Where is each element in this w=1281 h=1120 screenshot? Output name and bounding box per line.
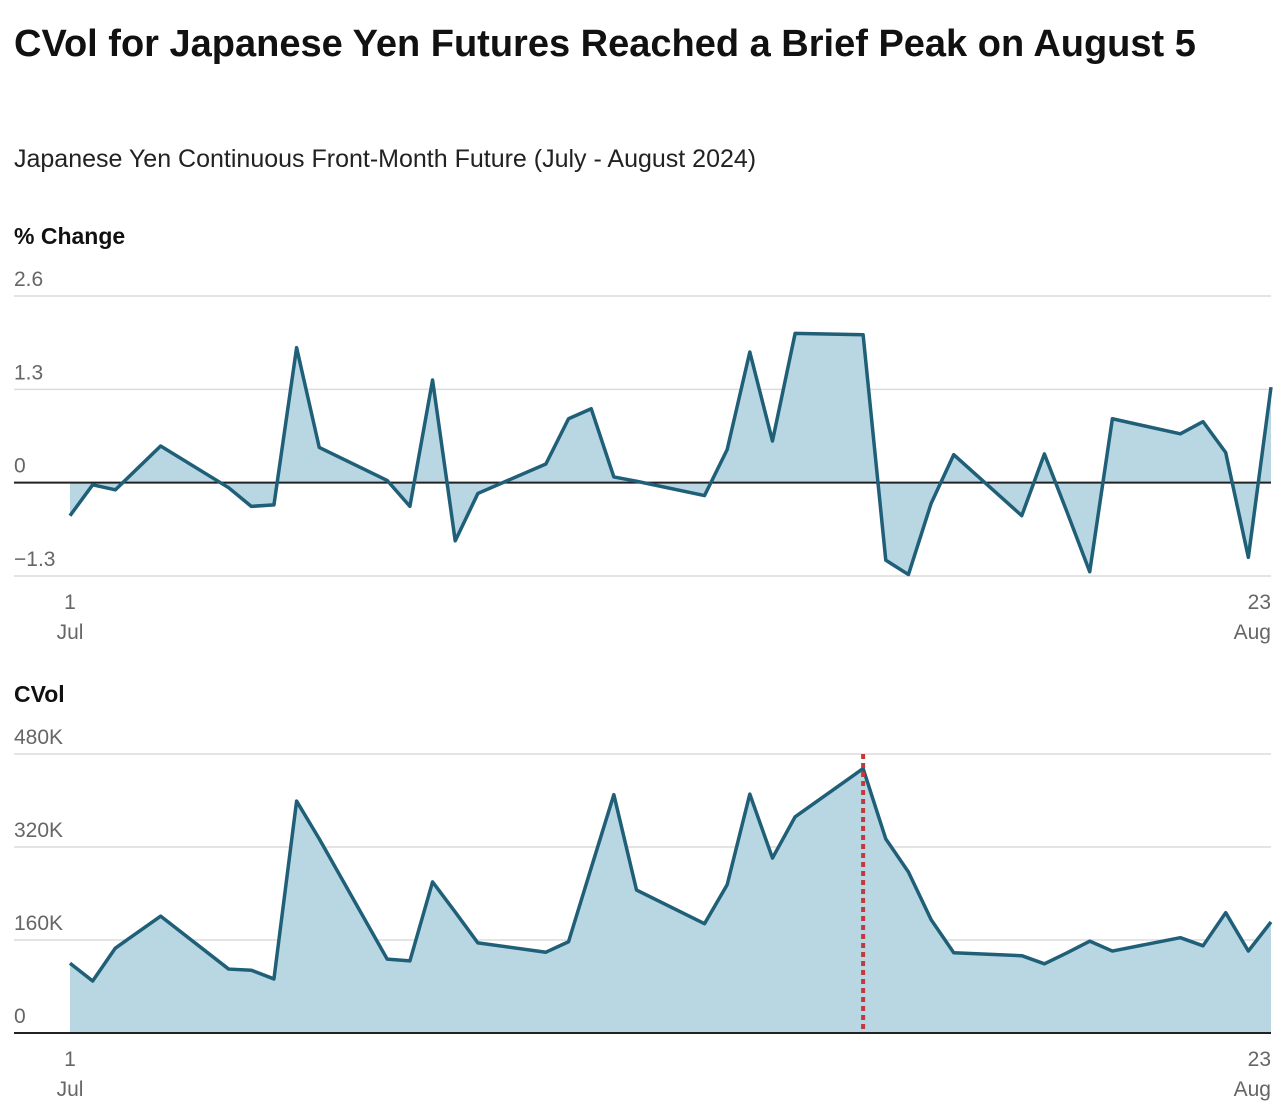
x-tick-label: 1 <box>64 591 76 614</box>
y-tick-label: 1.3 <box>14 361 43 384</box>
x-tick-label: 23 <box>1248 1048 1271 1071</box>
y-tick-label: 2.6 <box>14 268 43 291</box>
x-tick-label: Jul <box>57 1078 84 1101</box>
area <box>70 768 1271 1033</box>
x-tick-label: Aug <box>1234 621 1271 644</box>
chart-title: CVol for Japanese Yen Futures Reached a … <box>14 23 1196 65</box>
chart-subtitle: Japanese Yen Continuous Front-Month Futu… <box>14 145 757 173</box>
y-axis-title: CVol <box>14 681 65 707</box>
y-axis-title: % Change <box>14 223 125 249</box>
line <box>68 766 1273 983</box>
x-tick-label: 23 <box>1248 591 1271 614</box>
y-tick-label: 160K <box>14 912 63 935</box>
y-tick-label: 480K <box>14 726 63 749</box>
y-tick-label: 0 <box>14 455 26 478</box>
y-tick-label: 320K <box>14 819 63 842</box>
y-tick-label: −1.3 <box>14 548 55 571</box>
y-tick-label: 0 <box>14 1005 26 1028</box>
x-tick-label: Jul <box>57 621 84 644</box>
x-tick-label: Aug <box>1234 1078 1271 1101</box>
area <box>70 333 1271 575</box>
line <box>68 331 1273 577</box>
x-tick-label: 1 <box>64 1048 76 1071</box>
